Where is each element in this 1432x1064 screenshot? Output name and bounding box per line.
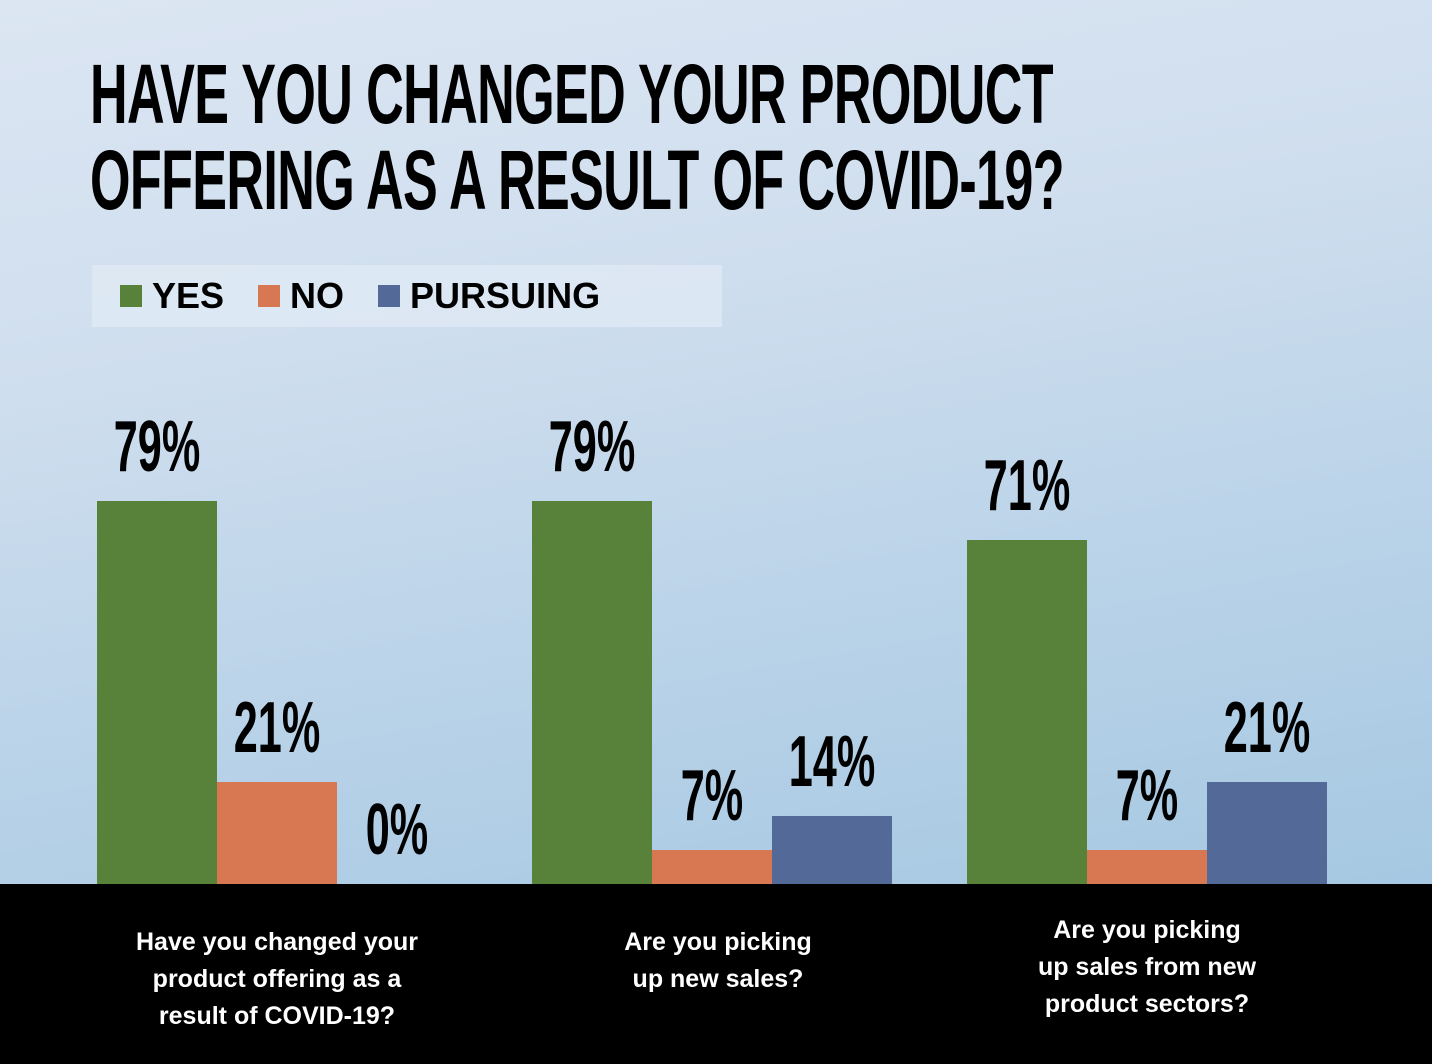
category-label-line: up new sales? — [632, 965, 804, 993]
value-label-yes-group-2: 79% — [548, 407, 636, 487]
category-label-line: Are you picking — [1053, 916, 1241, 944]
value-label-no-group-3: 7% — [1115, 756, 1179, 836]
legend-item-pursuing: PURSUING — [378, 275, 600, 317]
category-label-line: product offering as a — [152, 965, 402, 993]
legend-swatch-no — [258, 285, 281, 307]
value-label-yes-group-1: 79% — [113, 407, 201, 487]
bar-no-group-2 — [652, 850, 772, 884]
legend-label-yes: YES — [152, 275, 225, 316]
legend-item-no: NO — [258, 275, 344, 317]
value-label-no-group-1: 21% — [233, 688, 321, 768]
category-label-group-3: Are you picking up sales from new product … — [957, 912, 1337, 1023]
legend-label-no: NO — [290, 275, 345, 316]
category-label-line: product sectors? — [1044, 990, 1250, 1018]
category-label-line: Are you picking — [624, 928, 812, 956]
legend-label-pursuing: PURSUING — [410, 275, 601, 316]
legend-swatch-yes — [120, 285, 142, 307]
legend-item-yes: YES — [120, 275, 224, 317]
bar-yes-group-3 — [967, 540, 1087, 884]
legend: YES NO PURSUING — [92, 265, 722, 327]
bar-pursuing-group-3 — [1207, 782, 1327, 884]
category-label-group-1: Have you changed your product offering as… — [87, 924, 467, 1035]
value-label-pursuing-group-3: 21% — [1223, 688, 1311, 768]
bar-chart: 79% 21% 0% 79% 7% 14% 71% 7% 21% — [97, 407, 1327, 884]
bar-no-group-3 — [1087, 850, 1207, 884]
value-label-pursuing-group-2: 14% — [788, 722, 876, 802]
category-label-line: Have you changed your — [135, 928, 419, 956]
bar-no-group-1 — [217, 782, 337, 884]
bar-yes-group-2 — [532, 501, 652, 884]
category-label-line: up sales from new — [1037, 953, 1257, 981]
value-label-no-group-2: 7% — [680, 756, 744, 836]
value-label-yes-group-3: 71% — [983, 446, 1071, 526]
legend-swatch-pursuing — [378, 285, 401, 307]
bar-pursuing-group-2 — [772, 816, 892, 884]
category-label-group-2: Are you picking up new sales? — [528, 924, 908, 998]
bar-yes-group-1 — [97, 501, 217, 884]
category-label-line: result of COVID-19? — [158, 1002, 396, 1030]
value-label-pursuing-group-1: 0% — [365, 790, 429, 870]
category-footer: Have you changed your product offering as… — [0, 884, 1432, 1064]
